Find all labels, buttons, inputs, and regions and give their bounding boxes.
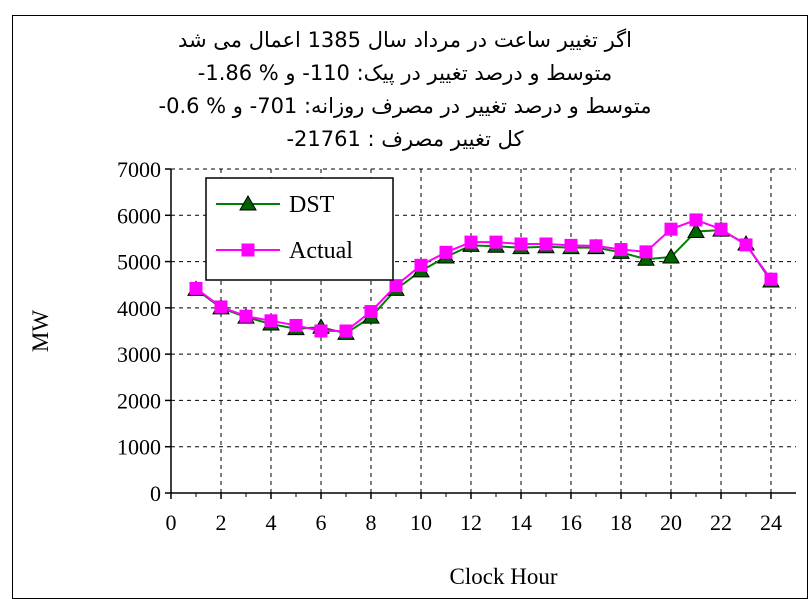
series-layer — [187, 213, 780, 340]
y-tick-label: 7000 — [117, 157, 161, 182]
y-tick-label: 3000 — [117, 342, 161, 367]
data-point-actual — [214, 300, 228, 314]
x-tick-label: 14 — [510, 510, 532, 535]
data-point-actual — [189, 281, 203, 295]
y-tick-label: 4000 — [117, 296, 161, 321]
legend-label-dst: DST — [289, 192, 335, 218]
x-tick-label: 12 — [460, 510, 482, 535]
data-point-actual — [639, 245, 653, 259]
legend-label-actual: Actual — [289, 238, 353, 264]
legend-box — [205, 177, 394, 281]
data-point-actual — [314, 324, 328, 338]
legend: DST Actual — [205, 177, 394, 281]
x-tick-label: 10 — [410, 510, 432, 535]
data-point-actual — [339, 324, 353, 338]
data-point-actual — [241, 243, 255, 257]
data-point-actual — [714, 222, 728, 236]
x-tick-label: 4 — [266, 510, 277, 535]
y-tick-label: 2000 — [117, 388, 161, 413]
data-point-actual — [664, 222, 678, 236]
data-point-actual — [514, 237, 528, 251]
data-point-dst — [687, 222, 705, 238]
data-point-actual — [464, 235, 478, 249]
y-axis-title: MW — [28, 310, 53, 352]
data-point-actual — [489, 235, 503, 249]
data-point-actual — [414, 258, 428, 272]
chart-title-line-1: اگر تغيير ساعت در مرداد سال 1385 اعمال م… — [178, 28, 632, 52]
data-point-actual — [389, 279, 403, 293]
x-tick-label: 16 — [560, 510, 582, 535]
chart-title-line-4: کل تغيير مصرف : 21761- — [286, 127, 524, 151]
data-point-actual — [564, 238, 578, 252]
data-point-dst — [662, 247, 680, 264]
data-point-actual — [739, 238, 753, 252]
data-point-dst — [239, 194, 257, 211]
data-point-actual — [364, 305, 378, 319]
x-tick-label: 8 — [366, 510, 377, 535]
y-tick-label: 0 — [150, 481, 161, 506]
data-point-actual — [689, 213, 703, 227]
x-tick-label: 18 — [610, 510, 632, 535]
y-tick-label: 6000 — [117, 203, 161, 228]
data-point-actual — [539, 237, 553, 251]
x-tick-label: 2 — [216, 510, 227, 535]
data-point-actual — [614, 243, 628, 257]
x-tick-label: 22 — [710, 510, 732, 535]
x-tick-label: 20 — [660, 510, 682, 535]
data-point-actual — [264, 314, 278, 328]
x-axis-title: Clock Hour — [450, 564, 558, 589]
chart-title-line-3: متوسط و درصد تغيير در مصرف روزانه: 701- … — [158, 94, 652, 118]
y-tick-label: 1000 — [117, 435, 161, 460]
x-tick-label: 6 — [316, 510, 327, 535]
chart-title-line-2: متوسط و درصد تغيير در پيک: 110- و % 1.86… — [197, 61, 613, 85]
data-point-actual — [239, 309, 253, 323]
y-tick-label: 5000 — [117, 250, 161, 275]
data-point-actual — [589, 239, 603, 253]
data-point-actual — [439, 245, 453, 259]
data-point-actual — [289, 318, 303, 332]
data-point-actual — [764, 272, 778, 286]
x-tick-label: 24 — [760, 510, 782, 535]
x-tick-label: 0 — [166, 510, 177, 535]
